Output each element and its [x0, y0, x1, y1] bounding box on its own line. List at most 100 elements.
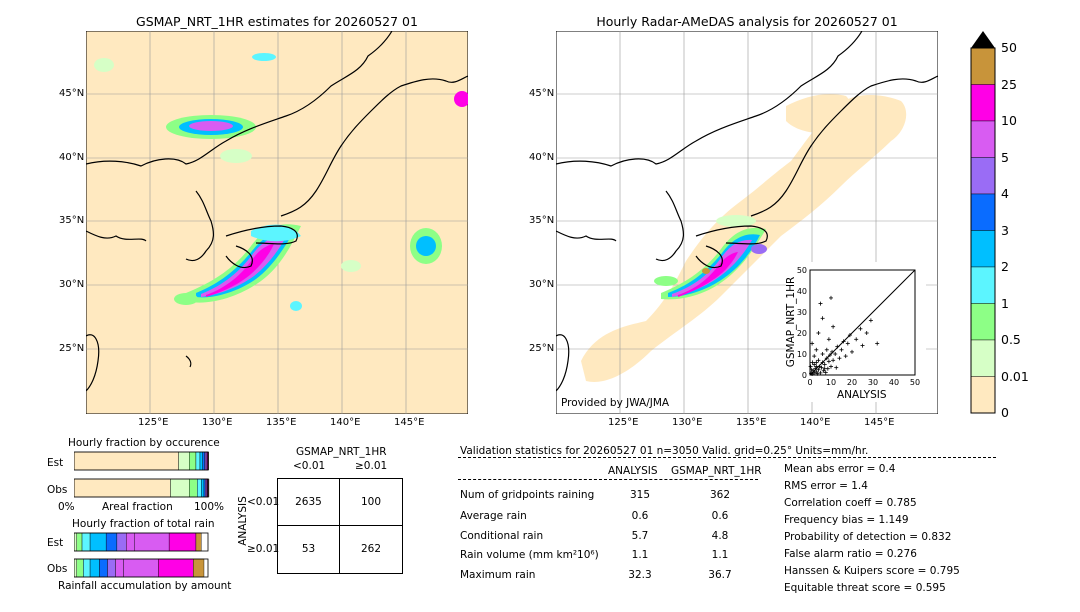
scatter-point — [822, 362, 827, 367]
scatter-point — [835, 344, 840, 349]
right-map-title: Hourly Radar-AMeDAS analysis for 2026052… — [596, 14, 898, 29]
colorbar — [970, 31, 996, 414]
occurrence-axis-mid: Areal fraction — [102, 501, 173, 513]
scatter-point — [821, 368, 826, 373]
left-lat-35: 35°N — [59, 215, 85, 226]
stacked-segment — [204, 451, 207, 471]
stacked-bar-frame — [74, 532, 209, 552]
row-analysis: 5.7 — [631, 530, 649, 542]
scatter-xtick: 50 — [910, 378, 920, 387]
colorbar-label: 0.01 — [1001, 368, 1029, 384]
stacked-bar-frame — [74, 451, 209, 471]
scatter-point — [839, 347, 844, 352]
colorbar-box — [970, 193, 996, 231]
occurrence-axis-left: 0% — [58, 501, 75, 513]
scatter-point — [850, 349, 854, 354]
stacked-segment — [168, 532, 197, 552]
scatter-point — [818, 301, 823, 306]
stacked-segment — [105, 532, 118, 552]
scatter-point — [808, 364, 813, 369]
scatter-xtick: 10 — [826, 378, 836, 387]
right-lon-125: 125°E — [608, 417, 639, 428]
stacked-segment — [81, 532, 91, 552]
scatter-point — [824, 356, 829, 361]
stacked-segment — [189, 451, 197, 471]
left-map — [86, 31, 468, 414]
row-analysis: 1.1 — [631, 549, 649, 561]
contingency-col-1: <0.01 — [293, 460, 326, 472]
scatter-xtick: 40 — [889, 378, 899, 387]
colorbar-label: 2 — [1001, 259, 1009, 274]
cell-d: 262 — [360, 543, 382, 555]
scatter-xtick: 20 — [847, 378, 857, 387]
scatter-point — [824, 347, 829, 352]
scatter-point — [831, 324, 836, 329]
contingency-col-2: ≥0.01 — [355, 460, 388, 472]
colorbar-box — [970, 303, 996, 341]
stacked-segment — [178, 451, 190, 471]
row-label: Num of gridpoints raining — [460, 489, 595, 501]
row-analysis: 0.6 — [631, 510, 649, 522]
scatter-ytick: 0 — [802, 371, 807, 380]
right-lat-25: 25°N — [529, 343, 555, 354]
stacked-segment — [107, 558, 116, 578]
scatter-point — [834, 365, 839, 370]
scatter-point — [847, 333, 852, 338]
stacked-segment — [74, 558, 77, 578]
row-label: Conditional rain — [460, 530, 544, 542]
scatter-ytick: 20 — [797, 329, 807, 338]
left-lon-130: 130°E — [202, 417, 233, 428]
scatter-point — [820, 360, 825, 365]
colorbar-label: 1 — [1001, 295, 1009, 311]
scatter-ytick: 50 — [797, 266, 807, 275]
scatter-point — [822, 366, 827, 371]
stacked-segment — [116, 532, 127, 552]
row-analysis: 315 — [629, 489, 651, 501]
stacked-segment — [195, 532, 202, 552]
score-rms: RMS error = 1.4 — [784, 480, 868, 492]
scatter-point — [875, 341, 880, 346]
stacked-segment — [89, 558, 100, 578]
scatter-point — [809, 367, 814, 372]
scatter-point — [816, 367, 821, 372]
stacked-segment — [115, 558, 124, 578]
right-lon-135: 135°E — [736, 417, 767, 428]
scatter-ytick: 40 — [797, 287, 807, 296]
colorbar-label: 25 — [1001, 76, 1017, 92]
left-lon-135: 135°E — [266, 417, 297, 428]
row-analysis: 32.3 — [628, 569, 652, 581]
scatter-point — [810, 371, 815, 376]
scatter-point — [854, 337, 859, 342]
validation-col-analysis: ANALYSIS — [608, 465, 658, 477]
stacked-segment — [76, 532, 83, 552]
colorbar-label: 50 — [1001, 40, 1017, 55]
colorbar-label: 10 — [1001, 113, 1017, 128]
colorbar-label: 5 — [1001, 149, 1009, 165]
scatter-point — [816, 358, 821, 363]
cell-b: 100 — [360, 496, 382, 508]
stacked-segment — [89, 532, 107, 552]
row-gsmap: 1.1 — [711, 549, 729, 561]
contingency-grid: 2635 100 53 262 — [277, 478, 403, 574]
scatter-xtick: 0 — [807, 378, 812, 387]
scatter-ytick: 10 — [797, 350, 807, 359]
stacked-segment — [126, 532, 135, 552]
row-label: Rain volume (mm km²10⁶) — [460, 549, 599, 561]
colorbar-box — [970, 339, 996, 377]
left-lat-45: 45°N — [59, 88, 85, 99]
scatter-point — [819, 365, 824, 370]
colorbar-label: 4 — [1001, 186, 1009, 201]
scatter-point — [814, 347, 819, 352]
colorbar-label: 0.5 — [1001, 332, 1021, 347]
score-far: False alarm ratio = 0.276 — [784, 548, 917, 560]
scatter-point — [810, 360, 815, 365]
validation-header: Validation statistics for 20260527 01 n=… — [460, 445, 869, 457]
score-pod: Probability of detection = 0.832 — [784, 531, 952, 543]
scatter-point — [837, 356, 842, 361]
left-lat-30: 30°N — [59, 279, 85, 290]
scatter-point — [820, 316, 825, 321]
scatter-point — [845, 341, 850, 346]
total-footer: Rainfall accumulation by amount — [58, 580, 232, 592]
cell-a: 2635 — [295, 496, 322, 508]
cell-c: 53 — [301, 543, 316, 555]
